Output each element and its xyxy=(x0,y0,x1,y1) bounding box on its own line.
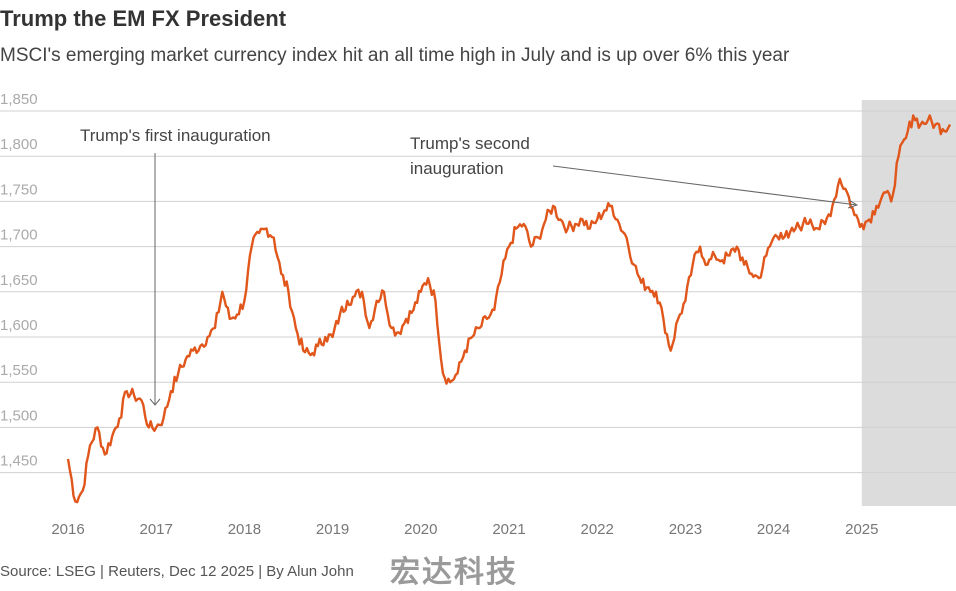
watermark: 宏达科技 xyxy=(390,547,518,591)
x-tick-label: 2021 xyxy=(492,521,525,538)
x-tick-label: 2024 xyxy=(757,521,790,538)
y-tick-label: 1,500 xyxy=(0,407,38,424)
annotation-second-inauguration: inauguration xyxy=(410,159,504,178)
x-tick-label: 2020 xyxy=(404,521,437,538)
series-line xyxy=(68,116,950,503)
x-tick-label: 2023 xyxy=(669,521,702,538)
y-tick-label: 1,550 xyxy=(0,362,38,379)
y-tick-label: 1,850 xyxy=(0,91,38,108)
y-tick-label: 1,650 xyxy=(0,272,38,289)
x-tick-label: 2022 xyxy=(581,521,614,538)
x-tick-label: 2018 xyxy=(228,521,261,538)
x-tick-label: 2017 xyxy=(140,521,173,538)
y-tick-label: 1,450 xyxy=(0,453,38,470)
y-tick-label: 1,750 xyxy=(0,181,38,198)
y-tick-label: 1,700 xyxy=(0,227,38,244)
x-tick-label: 2019 xyxy=(316,521,349,538)
annotation-arrow xyxy=(553,166,857,205)
x-tick-label: 2016 xyxy=(51,521,84,538)
y-tick-label: 1,800 xyxy=(0,136,38,153)
y-tick-label: 1,600 xyxy=(0,317,38,334)
annotation-second-inauguration: Trump's second xyxy=(410,134,530,153)
x-tick-label: 2025 xyxy=(845,521,878,538)
shaded-region-2025 xyxy=(862,100,956,506)
source-note: Source: LSEG | Reuters, Dec 12 2025 | By… xyxy=(0,563,354,580)
annotation-first-inauguration: Trump's first inauguration xyxy=(80,126,271,145)
